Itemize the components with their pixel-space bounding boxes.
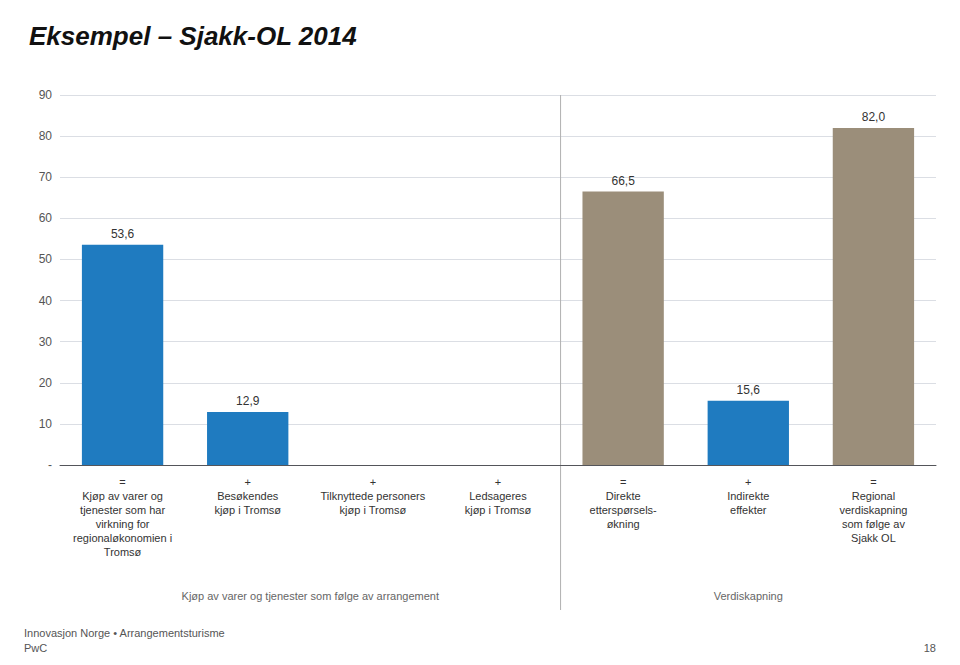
svg-text:40: 40 [39, 294, 53, 308]
svg-text:Kjøp av varer og: Kjøp av varer og [82, 490, 163, 502]
svg-text:50: 50 [39, 252, 53, 266]
svg-text:kjøp i Tromsø: kjøp i Tromsø [214, 504, 281, 516]
svg-text:Ledsageres: Ledsageres [469, 490, 527, 502]
svg-text:+: + [244, 476, 250, 488]
svg-text:+: + [745, 476, 751, 488]
svg-text:53,6: 53,6 [111, 227, 135, 241]
svg-text:kjøp i Tromsø: kjøp i Tromsø [465, 504, 532, 516]
svg-text:20: 20 [39, 376, 53, 390]
svg-text:+: + [370, 476, 376, 488]
svg-text:virkning for: virkning for [96, 518, 150, 530]
svg-text:Kjøp av varer og tjenester som: Kjøp av varer og tjenester som følge av … [182, 590, 439, 602]
svg-text:82,0: 82,0 [862, 110, 886, 124]
svg-text:80: 80 [39, 129, 53, 143]
svg-text:30: 30 [39, 335, 53, 349]
svg-text:effekter: effekter [730, 504, 767, 516]
svg-text:70: 70 [39, 170, 53, 184]
svg-text:Direkte: Direkte [606, 490, 641, 502]
svg-text:60: 60 [39, 211, 53, 225]
svg-text:-: - [48, 458, 52, 472]
svg-text:PwC: PwC [24, 642, 47, 654]
svg-text:verdiskapning: verdiskapning [839, 504, 907, 516]
svg-text:Innovasjon Norge • Arrangement: Innovasjon Norge • Arrangementsturisme [24, 627, 225, 639]
svg-text:etterspørsels-: etterspørsels- [590, 504, 658, 516]
svg-text:Indirekte: Indirekte [727, 490, 769, 502]
svg-text:Sjakk OL: Sjakk OL [851, 532, 896, 544]
svg-text:=: = [870, 476, 876, 488]
svg-text:18: 18 [924, 642, 936, 654]
svg-text:10: 10 [39, 417, 53, 431]
svg-text:Regional: Regional [852, 490, 895, 502]
svg-text:Verdiskapning: Verdiskapning [714, 590, 783, 602]
svg-text:90: 90 [39, 88, 53, 102]
svg-text:=: = [620, 476, 626, 488]
svg-text:Tilknyttede personers: Tilknyttede personers [320, 490, 425, 502]
svg-text:=: = [119, 476, 125, 488]
svg-text:tjenester som har: tjenester som har [80, 504, 165, 516]
svg-text:Besøkendes: Besøkendes [217, 490, 279, 502]
svg-text:kjøp i Tromsø: kjøp i Tromsø [340, 504, 407, 516]
svg-text:regionaløkonomien i: regionaløkonomien i [73, 532, 172, 544]
svg-text:økning: økning [607, 518, 640, 530]
svg-text:som følge av: som følge av [842, 518, 905, 530]
svg-text:+: + [495, 476, 501, 488]
svg-text:Tromsø: Tromsø [104, 546, 142, 558]
svg-text:Eksempel – Sjakk-OL 2014: Eksempel – Sjakk-OL 2014 [29, 21, 357, 51]
svg-text:15,6: 15,6 [737, 383, 761, 397]
svg-text:12,9: 12,9 [236, 394, 260, 408]
svg-text:66,5: 66,5 [611, 174, 635, 188]
